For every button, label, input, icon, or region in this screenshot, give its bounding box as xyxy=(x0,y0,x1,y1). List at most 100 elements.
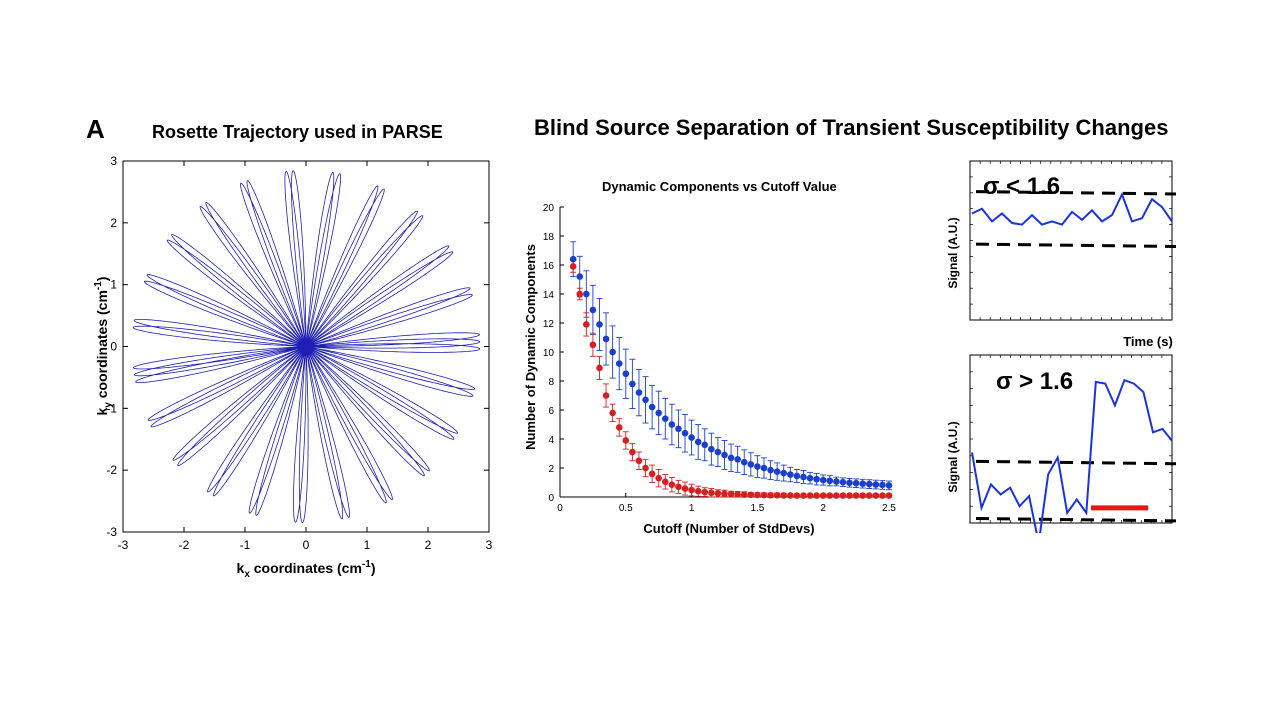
red-data-point xyxy=(708,489,715,497)
rosette-x-tick-label: 1 xyxy=(364,538,371,552)
rosette-y-axis-label: ky coordinates (cm-1) xyxy=(93,277,114,416)
blue-data-point xyxy=(583,290,590,298)
red-data-point xyxy=(740,491,748,498)
red-data-point xyxy=(767,491,774,499)
dynamic-y-tick-label: 8 xyxy=(548,377,554,388)
blue-data-point xyxy=(648,403,656,411)
red-data-point xyxy=(859,492,866,499)
red-data-point xyxy=(661,478,669,486)
rosette-chart-title: Rosette Trajectory used in PARSE xyxy=(152,122,443,142)
blue-data-point xyxy=(615,360,623,367)
blue-data-point xyxy=(681,429,689,437)
blue-data-point xyxy=(694,438,702,446)
blue-data-point xyxy=(714,448,722,456)
red-data-point xyxy=(734,491,741,498)
dynamic-y-tick-label: 18 xyxy=(543,232,555,243)
signal-panel-below-marks xyxy=(971,190,1177,248)
rosette-y-tick-label: -1 xyxy=(106,401,117,415)
red-data-point xyxy=(852,492,860,499)
signal-panel-above-x-label: Time (s) xyxy=(1128,531,1178,546)
dynamic-y-tick-label: 0 xyxy=(548,493,554,504)
blue-data-point xyxy=(885,482,893,489)
red-data-point xyxy=(681,485,689,492)
rosette-trajectory-curve xyxy=(132,170,481,524)
dynamic-x-tick-label: 0 xyxy=(557,503,563,514)
dynamic-y-tick-label: 10 xyxy=(543,348,555,359)
red-data-point xyxy=(865,492,873,499)
red-data-point xyxy=(714,490,722,497)
blue-data-point xyxy=(780,469,788,477)
blue-data-point xyxy=(839,478,847,486)
blue-data-point xyxy=(793,472,801,480)
blue-data-point xyxy=(767,466,774,474)
blue-data-point xyxy=(852,479,860,487)
blue-data-point xyxy=(734,456,741,463)
red-data-point xyxy=(701,488,709,496)
red-data-point xyxy=(668,481,676,488)
dynamic-marks xyxy=(569,241,893,499)
signal-panel-below-x-label: Time (s) xyxy=(1123,334,1173,349)
red-data-point xyxy=(793,492,801,499)
blue-data-point xyxy=(787,471,794,478)
blue-data-point xyxy=(813,475,820,483)
red-data-point xyxy=(885,492,893,499)
red-data-point xyxy=(694,487,702,495)
red-data-point xyxy=(688,486,695,494)
blue-data-point xyxy=(773,468,781,475)
red-data-point xyxy=(642,464,649,472)
blue-data-point xyxy=(701,441,709,449)
red-data-point xyxy=(622,437,630,444)
dynamic-x-tick-label: 1.5 xyxy=(750,503,764,514)
red-data-point xyxy=(819,492,827,499)
rosette-x-tick-label: 3 xyxy=(486,538,493,552)
blue-data-point xyxy=(833,478,840,485)
blue-data-point xyxy=(635,389,643,396)
rosette-y-tick-label: 2 xyxy=(110,216,117,230)
rosette-x-tick-label: -2 xyxy=(179,538,190,552)
dynamic-y-tick-label: 12 xyxy=(543,319,555,330)
dynamic-y-tick-label: 2 xyxy=(548,464,554,475)
blue-data-point xyxy=(661,415,669,423)
red-data-point xyxy=(846,492,853,499)
blue-data-point xyxy=(569,255,577,263)
sigma-below-title: σ < 1.6 xyxy=(983,173,1060,200)
red-data-point xyxy=(576,290,584,298)
red-data-point xyxy=(754,491,761,499)
red-data-point xyxy=(583,321,590,328)
red-data-point xyxy=(727,490,735,498)
red-data-point xyxy=(760,491,768,499)
threshold-dashed-line xyxy=(975,242,1177,248)
blue-data-point xyxy=(721,451,728,459)
red-data-point xyxy=(629,448,636,456)
blue-data-point xyxy=(879,481,886,489)
dynamic-y-tick-label: 14 xyxy=(543,290,555,301)
blue-data-point xyxy=(806,474,814,482)
blue-data-point xyxy=(747,461,755,468)
rosette-x-axis-label: kx coordinates (cm-1) xyxy=(237,559,376,580)
blue-data-point xyxy=(602,335,610,343)
blue-data-point xyxy=(629,380,636,388)
dynamic-x-tick-label: 2 xyxy=(820,503,826,514)
signal-trace-line xyxy=(971,378,1173,533)
red-data-point xyxy=(833,492,840,499)
blue-data-point xyxy=(655,409,662,417)
dynamic-y-tick-label: 6 xyxy=(548,406,554,417)
red-data-point xyxy=(826,492,834,499)
rosette-ticks: -3 -2 -1 0 1 2 3 -3 -2 -1 0 1 2 3 xyxy=(106,154,492,552)
red-data-point xyxy=(602,392,610,399)
blue-data-point xyxy=(754,463,761,470)
blue-data-point xyxy=(846,479,853,487)
blue-data-point xyxy=(589,306,597,314)
red-data-point xyxy=(721,490,728,498)
blue-data-point xyxy=(708,445,715,453)
signal-panel-below-y-label: Signal (A.U.) xyxy=(946,217,960,288)
red-data-point xyxy=(879,492,886,499)
dynamic-y-tick-label: 16 xyxy=(543,261,555,272)
blue-data-point xyxy=(576,273,584,280)
rosette-y-tick-label: 3 xyxy=(110,154,117,168)
red-data-point xyxy=(589,341,597,349)
dynamic-y-tick-label: 4 xyxy=(548,435,554,446)
